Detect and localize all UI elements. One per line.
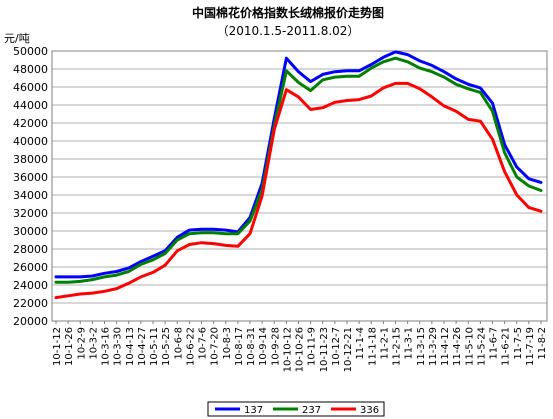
- legend-label-336: 336: [360, 405, 379, 416]
- x-tick-label: 10-1-12: [52, 327, 63, 366]
- x-tick-label: 11-1-4: [355, 327, 366, 360]
- x-tick-label: 10-5-11: [149, 327, 160, 366]
- series-line-336: [54, 81, 543, 300]
- x-tick-label: 10-6-8: [173, 327, 184, 360]
- chart-subtitle: （2010.1.5-2011.8.02）: [217, 24, 360, 38]
- y-tick-label: 40000: [13, 135, 48, 148]
- x-tick-label: 10-7-6: [198, 327, 209, 360]
- x-tick-label: 10-11-23: [319, 327, 330, 372]
- y-tick-label: 48000: [13, 63, 48, 76]
- x-tick-label: 10-5-25: [161, 327, 172, 366]
- x-tick-label: 10-2-9: [76, 327, 87, 360]
- y-tick-label: 30000: [13, 225, 48, 238]
- x-tick-label: 10-12-7: [331, 327, 342, 366]
- y-axis-ticks: 20000 22000 24000 26000 28000 30000 32000 34000…: [13, 45, 48, 328]
- x-tick-label: 11-7-5: [513, 327, 524, 360]
- x-tick-label: 11-2-15: [392, 327, 403, 366]
- x-tick-label: 10-8-17: [234, 327, 245, 366]
- x-tick-label: 11-3-1: [404, 327, 415, 360]
- x-tick-label: 11-7-19: [525, 327, 536, 366]
- x-tick-label: 10-9-28: [270, 327, 281, 366]
- x-tick-label: 11-5-24: [476, 327, 487, 366]
- x-tick-label: 10-3-16: [101, 327, 112, 366]
- x-tick-label: 11-6-7: [489, 327, 500, 360]
- x-tick-label: 11-3-15: [416, 327, 427, 366]
- x-tick-label: 10-3-30: [113, 327, 124, 366]
- x-axis-ticks: 10-1-12 10-1-26 10-2-9 10-3-2 10-3-16 10-3-30…: [52, 321, 548, 372]
- x-tick-label: 11-3-29: [428, 327, 439, 366]
- legend-label-137: 137: [244, 405, 263, 416]
- y-tick-label: 42000: [13, 117, 48, 130]
- x-tick-label: 10-1-26: [64, 327, 75, 366]
- y-tick-label: 20000: [13, 315, 48, 328]
- x-tick-label: 10-7-20: [210, 327, 221, 366]
- x-tick-label: 10-4-27: [137, 327, 148, 366]
- x-tick-label: 10-10-26: [295, 327, 306, 372]
- y-tick-label: 24000: [13, 279, 48, 292]
- series-line-137: [54, 50, 543, 279]
- legend-label-237: 237: [302, 405, 321, 416]
- x-tick-label: 10-3-2: [88, 327, 99, 360]
- x-tick-label: 11-1-18: [367, 327, 378, 366]
- x-tick-label: 11-6-21: [501, 327, 512, 366]
- x-tick-label: 11-8-2: [537, 327, 548, 360]
- y-tick-label: 22000: [13, 297, 48, 310]
- series-line-237: [54, 56, 543, 284]
- y-axis-unit-label: 元/吨: [4, 32, 30, 45]
- x-tick-label: 10-8-31: [246, 327, 257, 366]
- y-tick-label: 34000: [13, 189, 48, 202]
- chart-title: 中国棉花价格指数长绒棉报价走势图: [192, 5, 384, 20]
- x-tick-label: 11-4-12: [440, 327, 451, 366]
- x-tick-label: 10-12-21: [343, 327, 354, 372]
- x-tick-label: 11-5-10: [464, 327, 475, 366]
- plot-area-border: [51, 50, 548, 322]
- y-tick-label: 28000: [13, 243, 48, 256]
- y-tick-label: 38000: [13, 153, 48, 166]
- x-tick-label: 10-6-22: [185, 327, 196, 366]
- x-tick-label: 11-4-26: [452, 327, 463, 366]
- y-tick-label: 36000: [13, 171, 48, 184]
- y-tick-label: 26000: [13, 261, 48, 274]
- y-tick-label: 44000: [13, 99, 48, 112]
- x-tick-label: 10-11-9: [307, 327, 318, 366]
- y-tick-label: 32000: [13, 207, 48, 220]
- legend-entries: 137 237 336: [215, 405, 379, 416]
- x-tick-label: 11-2-1: [379, 327, 390, 360]
- series-lines: [54, 50, 543, 300]
- x-tick-label: 10-9-14: [258, 327, 269, 366]
- x-tick-label: 10-8-3: [222, 327, 233, 360]
- y-tick-label: 46000: [13, 81, 48, 94]
- x-tick-label: 10-4-13: [125, 327, 136, 366]
- x-tick-label: 10-10-12: [282, 327, 293, 372]
- legend: 137 237 336: [207, 401, 385, 417]
- y-tick-label: 50000: [13, 45, 48, 58]
